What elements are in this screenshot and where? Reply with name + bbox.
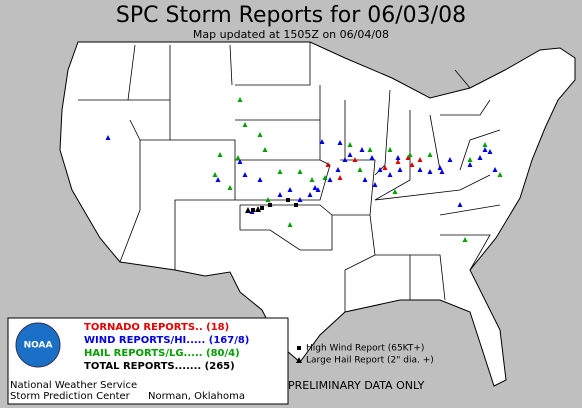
report-dot [322,175,328,180]
report-dot [387,172,393,177]
report-dot [212,172,218,177]
report-dot [105,135,111,140]
report-dot [277,169,283,174]
report-dots [105,97,503,242]
note: PRELIMINARY DATA ONLY [288,379,425,392]
report-dot [347,152,353,157]
report-dot [462,237,468,242]
report-dot [369,155,375,160]
report-dot [392,189,398,194]
report-dot [325,162,331,167]
symbol-label: High Wind Report (65KT+) [306,344,424,354]
report-dot [315,187,321,192]
triangle-symbol [296,357,302,363]
report-dot [467,157,473,162]
report-dot [437,165,443,170]
report-dot [265,197,271,202]
report-dot [372,182,378,187]
report-dot [347,142,353,147]
large-hail-triangle [245,207,251,213]
legend-label: TORNADO REPORTS.. (18) [84,322,229,333]
report-dot [477,155,483,160]
us-land [59,41,576,387]
report-dot [387,147,393,152]
report-dot [342,157,348,162]
report-dot [297,197,303,202]
report-dot [277,192,283,197]
report-dot [382,165,388,170]
title: SPC Storm Reports for 06/03/08 [116,3,466,28]
report-dot [409,162,415,167]
report-dot [237,97,243,102]
report-dot [439,169,445,174]
report-dot [367,147,373,152]
report-dot [447,157,453,162]
report-dot [227,185,233,190]
report-dot [417,157,423,162]
high-wind-square [286,198,290,202]
noaa-logo [15,322,61,368]
report-dot [362,177,368,182]
large-hail-triangle [255,206,261,212]
report-dot [497,172,503,177]
report-dot [262,147,268,152]
report-dot [257,177,263,182]
report-dot [467,162,473,167]
report-dot [327,177,333,182]
report-dot [427,169,433,174]
location: Norman, Oklahoma [148,391,245,402]
report-dot [287,187,293,192]
report-dot [487,149,493,154]
report-dot [359,147,365,152]
legend-label: HAIL REPORTS/LG..... (80/4) [84,348,240,359]
report-dot [482,142,488,147]
report-dot [492,167,498,172]
logo-text: NOAA [24,341,53,351]
report-dot [337,140,343,145]
report-dot [257,132,263,137]
subtitle: Map updated at 1505Z on 06/04/08 [193,28,389,41]
report-dot [395,155,401,160]
high-wind-square [260,206,264,210]
report-dot [357,167,363,172]
report-dot [405,155,411,160]
report-dot [309,177,315,182]
report-dot [352,157,358,162]
report-dot [417,167,423,172]
report-dot [242,122,248,127]
high-wind-square [251,208,255,212]
high-wind-square [294,203,298,207]
symbol-label: Large Hail Report (2" dia. +) [306,356,434,366]
report-dot [312,185,318,190]
report-dot [335,167,341,172]
report-dot [217,152,223,157]
report-dot [242,172,248,177]
legend-label: WIND REPORTS/HI..... (167/8) [84,335,249,346]
report-dot [319,139,325,144]
report-dot [397,167,403,172]
report-dot [297,169,303,174]
high-wind-square [268,203,272,207]
report-dot [395,159,401,164]
report-dot [377,167,383,172]
report-dot [307,192,313,197]
report-dot [215,177,221,182]
square-symbol [297,346,301,350]
report-dot [482,147,488,152]
legend-label: TOTAL REPORTS....... (265) [84,361,235,372]
legend-items: TORNADO REPORTS.. (18) WIND REPORTS/HI...… [84,322,249,372]
center: Storm Prediction Center [10,391,131,402]
agency: National Weather Service [10,380,137,391]
report-dot [407,152,413,157]
report-dot [457,202,463,207]
report-dot [427,152,433,157]
report-dot [237,159,243,164]
report-dot [287,222,293,227]
report-dot [235,155,241,160]
report-dot [337,175,343,180]
